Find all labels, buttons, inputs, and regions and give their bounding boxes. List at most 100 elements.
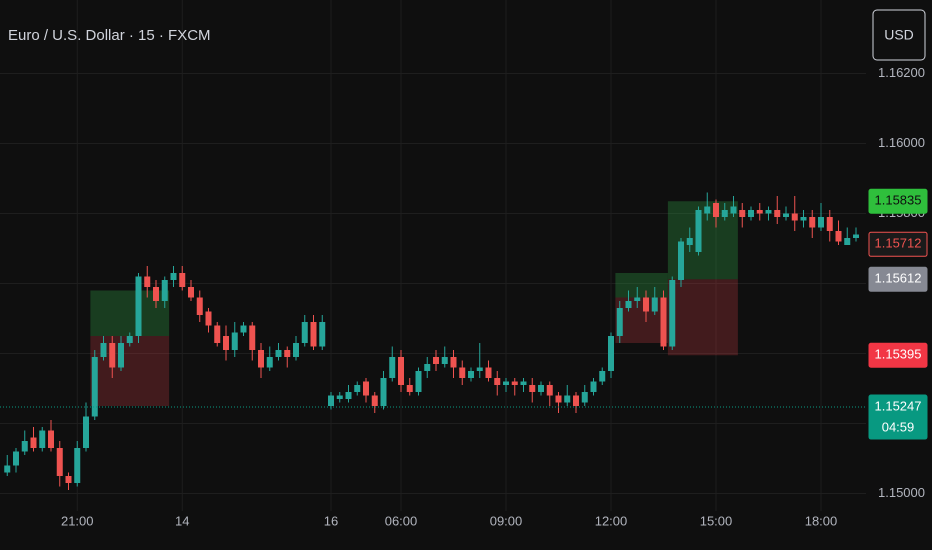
candle-body [13, 451, 19, 466]
price-badge [868, 231, 928, 257]
price-badge-label: 1.15612 [875, 271, 922, 286]
candle-body [713, 203, 719, 217]
candle-body [179, 273, 186, 287]
candle-body [450, 357, 457, 368]
candle-body [275, 350, 282, 357]
candle-body [161, 280, 168, 301]
candle-body [258, 350, 264, 368]
candle-body [214, 325, 221, 343]
candle-body [774, 210, 781, 217]
candle-body [809, 217, 816, 228]
candle-body [573, 395, 579, 406]
candle-body [651, 297, 658, 312]
candle-body [686, 238, 693, 245]
candle-body [240, 325, 247, 333]
candle-body [65, 476, 72, 483]
candle-body [424, 364, 431, 371]
currency-label[interactable]: USD [884, 27, 914, 43]
candle-body [144, 276, 151, 287]
currency-button[interactable] [872, 9, 926, 61]
candle-body [398, 357, 404, 385]
candle-body [844, 238, 851, 245]
candle-body [476, 367, 483, 371]
x-tick-label: 06:00 [385, 513, 418, 528]
candle-body [695, 210, 702, 252]
chart-title: Euro / U.S. Dollar · 15 · FXCM [8, 27, 211, 44]
x-tick-label: 21:00 [61, 513, 94, 528]
price-badge-label: 1.15395 [875, 347, 922, 362]
price-badge-label: 1.15247 [875, 398, 922, 413]
countdown-label: 04:59 [882, 419, 915, 434]
price-badge [868, 188, 928, 214]
candle-body [4, 465, 11, 473]
x-tick-label: 16 [324, 513, 338, 528]
price-badge-label: 1.15835 [875, 193, 922, 208]
candle-body [441, 357, 448, 364]
candle-body [756, 210, 763, 214]
candle-body [511, 381, 518, 385]
candle-body [765, 210, 772, 214]
candle-body [783, 213, 789, 217]
y-tick-label: 1.16000 [878, 135, 925, 150]
candle-body [538, 385, 544, 392]
candle-body [153, 287, 159, 301]
candle-body [83, 416, 89, 448]
candle-body [223, 336, 229, 350]
candle-body [835, 231, 842, 242]
candle-body [721, 210, 728, 217]
candle-body [791, 213, 798, 221]
candle-body [608, 336, 614, 371]
candle-body [433, 357, 439, 364]
candle-body [363, 381, 369, 396]
candle-body [503, 381, 509, 385]
candle-body [704, 206, 711, 214]
candle-body [135, 276, 142, 336]
x-tick-label: 15:00 [700, 513, 733, 528]
candle-body [48, 430, 54, 448]
candle-body [546, 385, 553, 396]
candle-body [485, 367, 492, 378]
candle-body [660, 297, 667, 347]
x-tick-label: 18:00 [805, 513, 838, 528]
candle-body [170, 273, 177, 280]
candle-body [39, 430, 46, 448]
candle-body [389, 357, 396, 378]
x-tick-label: 12:00 [595, 513, 628, 528]
candle-body [564, 395, 571, 403]
candle-body [74, 448, 81, 483]
candle-body [590, 381, 597, 392]
candle-body [853, 234, 859, 238]
x-tick-label: 09:00 [490, 513, 523, 528]
candle-body [616, 308, 623, 336]
candle-body [730, 206, 737, 214]
candle-body [266, 357, 273, 368]
candle-body [380, 378, 387, 406]
candle-body [118, 343, 124, 368]
price-badge-label: 1.15712 [875, 236, 922, 251]
candle-body [468, 371, 474, 378]
candle-body [371, 395, 378, 406]
candle-body [634, 297, 641, 301]
candle-body [581, 392, 588, 403]
candle-body [284, 350, 291, 357]
candle-body [555, 395, 562, 403]
candle-body [354, 385, 361, 392]
x-tick-label: 14 [175, 513, 189, 528]
stop-zone [615, 297, 668, 343]
candle-body [205, 311, 212, 326]
candle-body [231, 332, 238, 350]
price-badge [868, 342, 928, 368]
price-badge [868, 266, 928, 292]
candle-body [800, 217, 807, 221]
candle-body [826, 217, 833, 231]
candle-body [415, 371, 422, 392]
candle-body [310, 322, 317, 347]
candle-body [319, 322, 326, 347]
candle-body [529, 385, 536, 392]
candle-body [599, 371, 606, 382]
candle-body [669, 280, 676, 347]
candle-body [748, 210, 754, 217]
candle-body [188, 287, 194, 298]
